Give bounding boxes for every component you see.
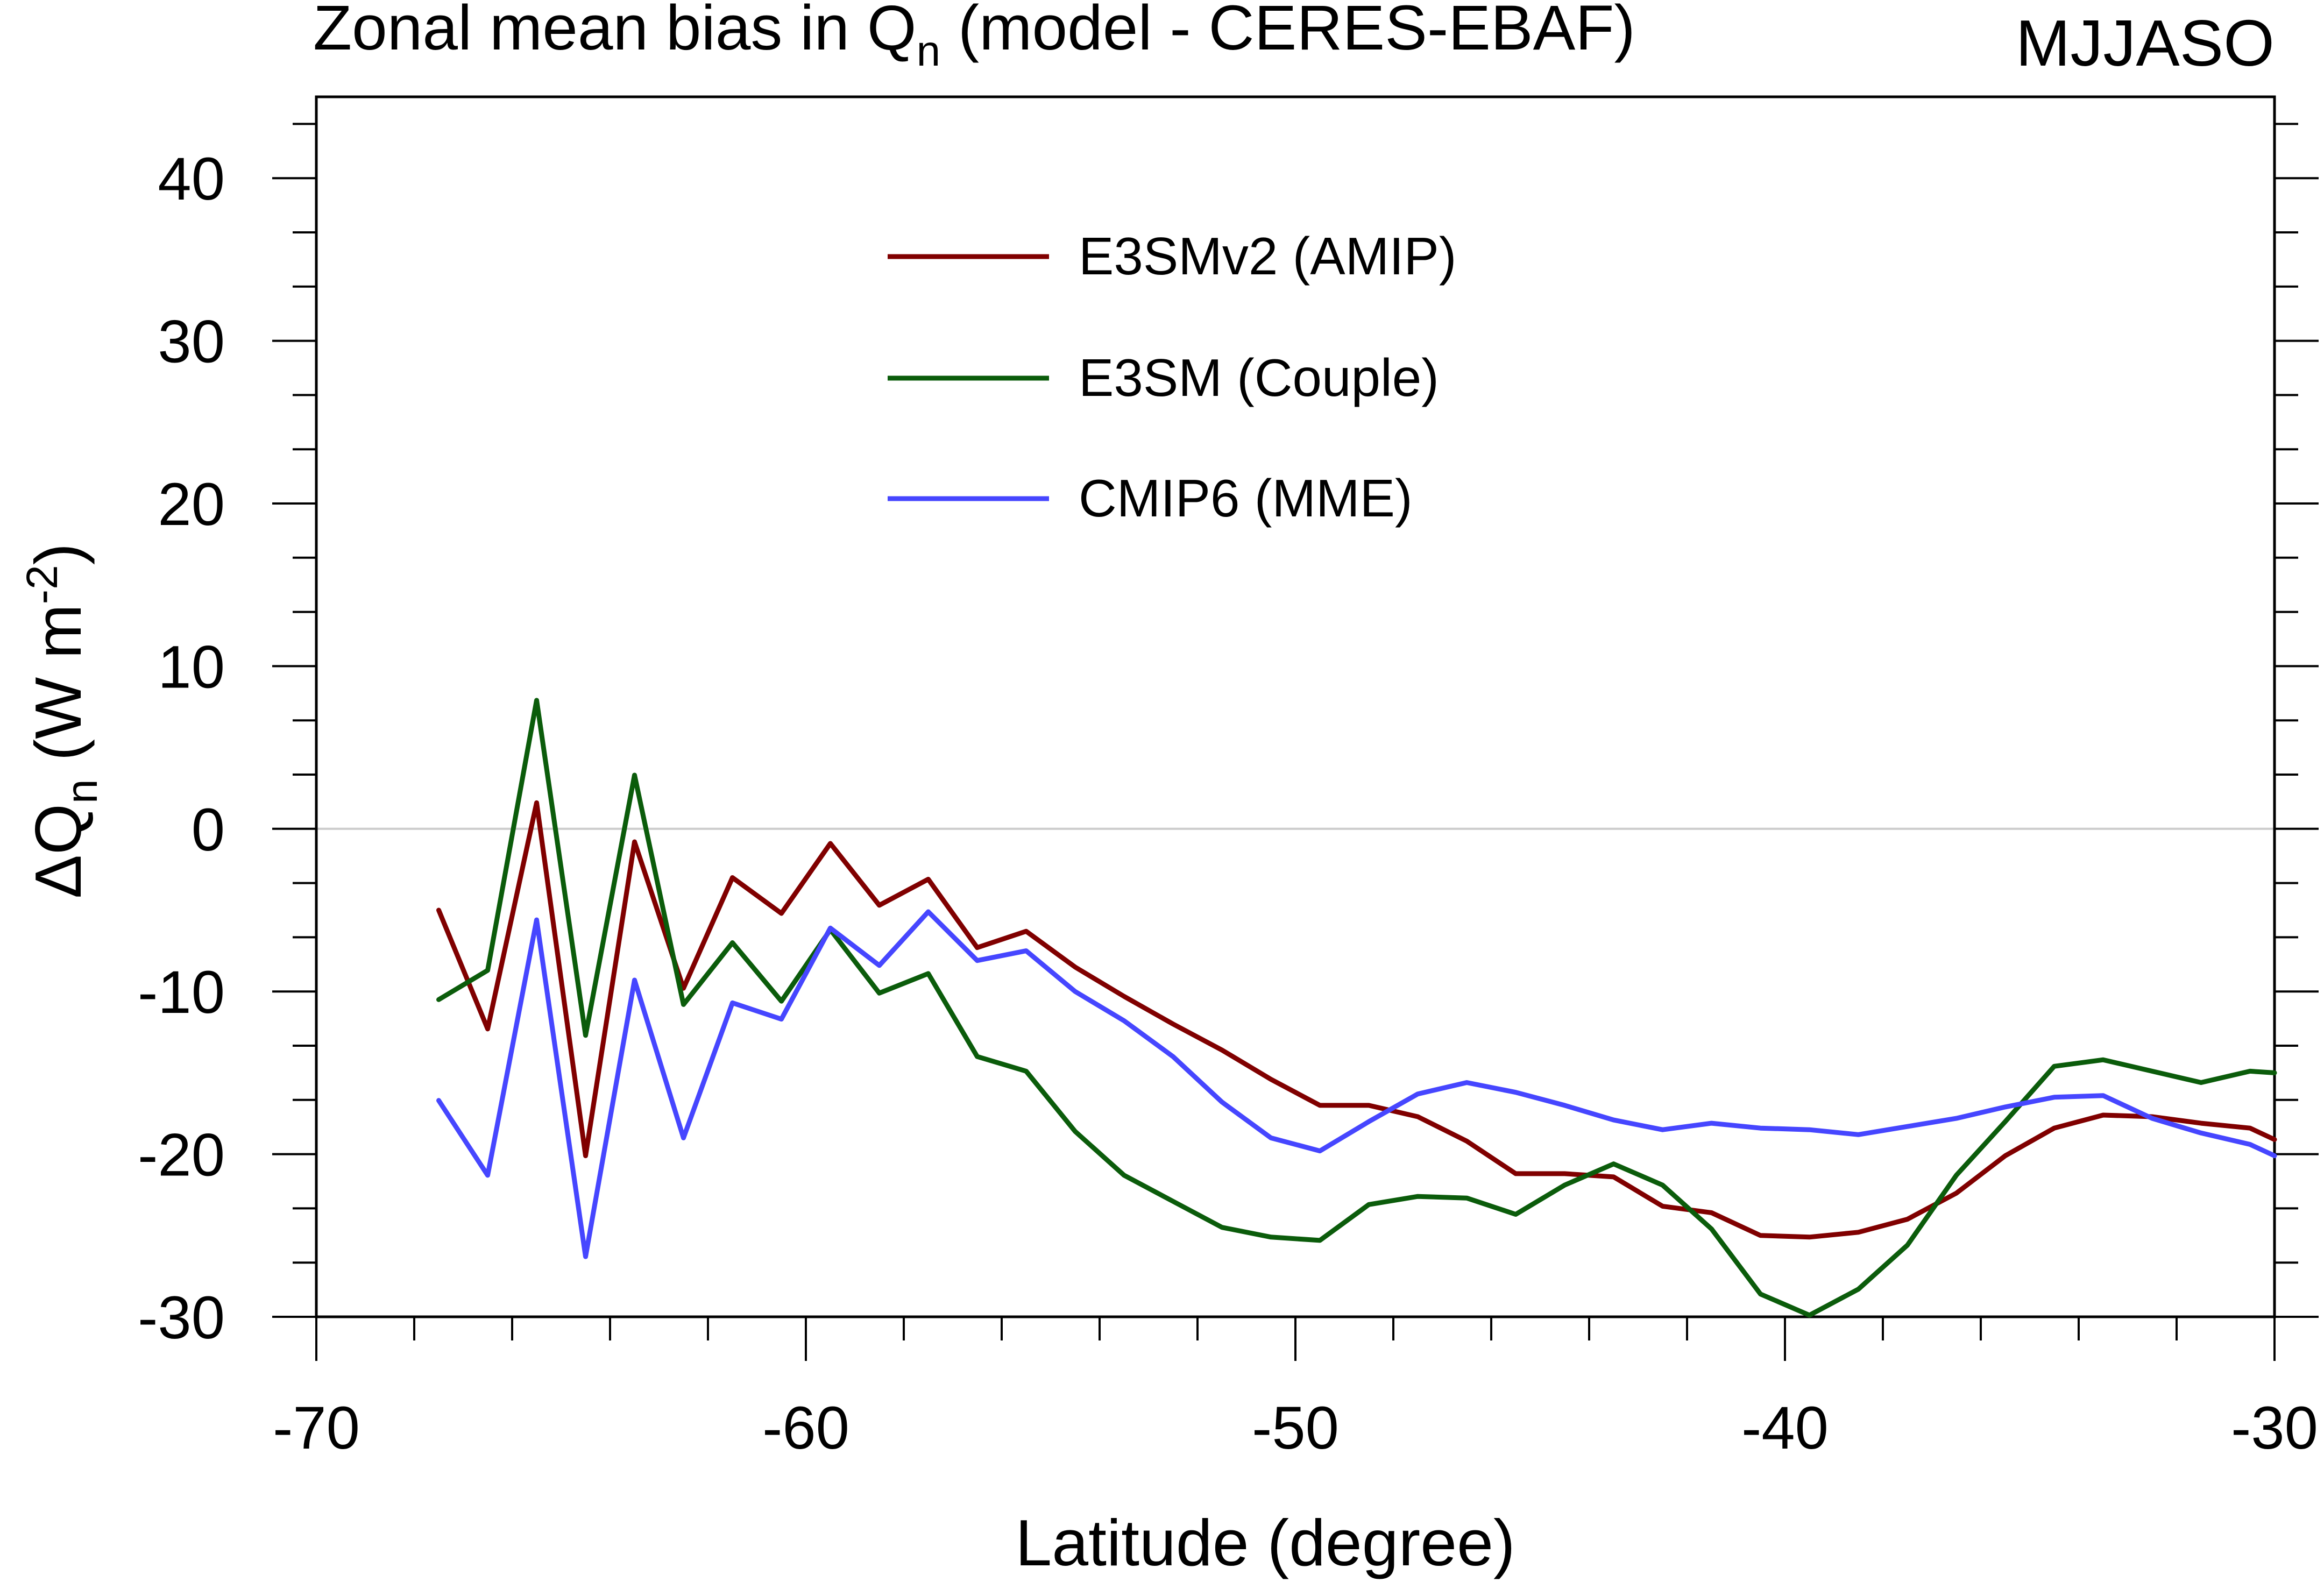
series-line-e3smv2-amip [436, 800, 2277, 1240]
chart-title: Zonal mean bias in Qn (model - CERES-EBA… [313, 0, 1635, 75]
x-tick-label: -60 [762, 1394, 849, 1462]
x-axis-label: Latitude (degree) [1015, 1506, 1515, 1579]
legend-label-cmip6: CMIP6 (MME) [1079, 469, 1413, 528]
y-tick-label: 40 [158, 145, 225, 212]
y-tick-label: 10 [158, 633, 225, 700]
y-tick-label: 0 [192, 796, 225, 863]
y-tick-label: -20 [138, 1122, 225, 1189]
legend-label-e3sm: E3SM (Couple) [1079, 348, 1439, 407]
legend: E3SMv2 (AMIP) E3SM (Couple) CMIP6 (MME) [888, 226, 1456, 528]
y-tick-label: -10 [138, 959, 225, 1026]
y-axis-label: ΔQn (W m-2) [18, 543, 107, 899]
x-tick-label: -50 [1252, 1394, 1339, 1462]
series-lines [436, 698, 2277, 1318]
y-tick-label: 20 [158, 471, 225, 538]
legend-label-e3smv2: E3SMv2 (AMIP) [1079, 226, 1456, 286]
ticks [272, 123, 2319, 1361]
season-label: MJJASO [2016, 6, 2275, 80]
x-tick-label: -40 [1741, 1394, 1829, 1462]
y-tick-label: 30 [158, 308, 225, 375]
x-tick-label: -70 [273, 1394, 360, 1462]
tick-labels: -70 -60 -50 -40 -30 -30 -20 -10 0 10 20 30 40 [138, 145, 2318, 1462]
x-tick-label: -30 [2231, 1394, 2318, 1462]
series-line-e3sm-couple [436, 698, 2277, 1318]
series-line-cmip6-mme [436, 909, 2277, 1259]
y-tick-label: -30 [138, 1284, 225, 1351]
